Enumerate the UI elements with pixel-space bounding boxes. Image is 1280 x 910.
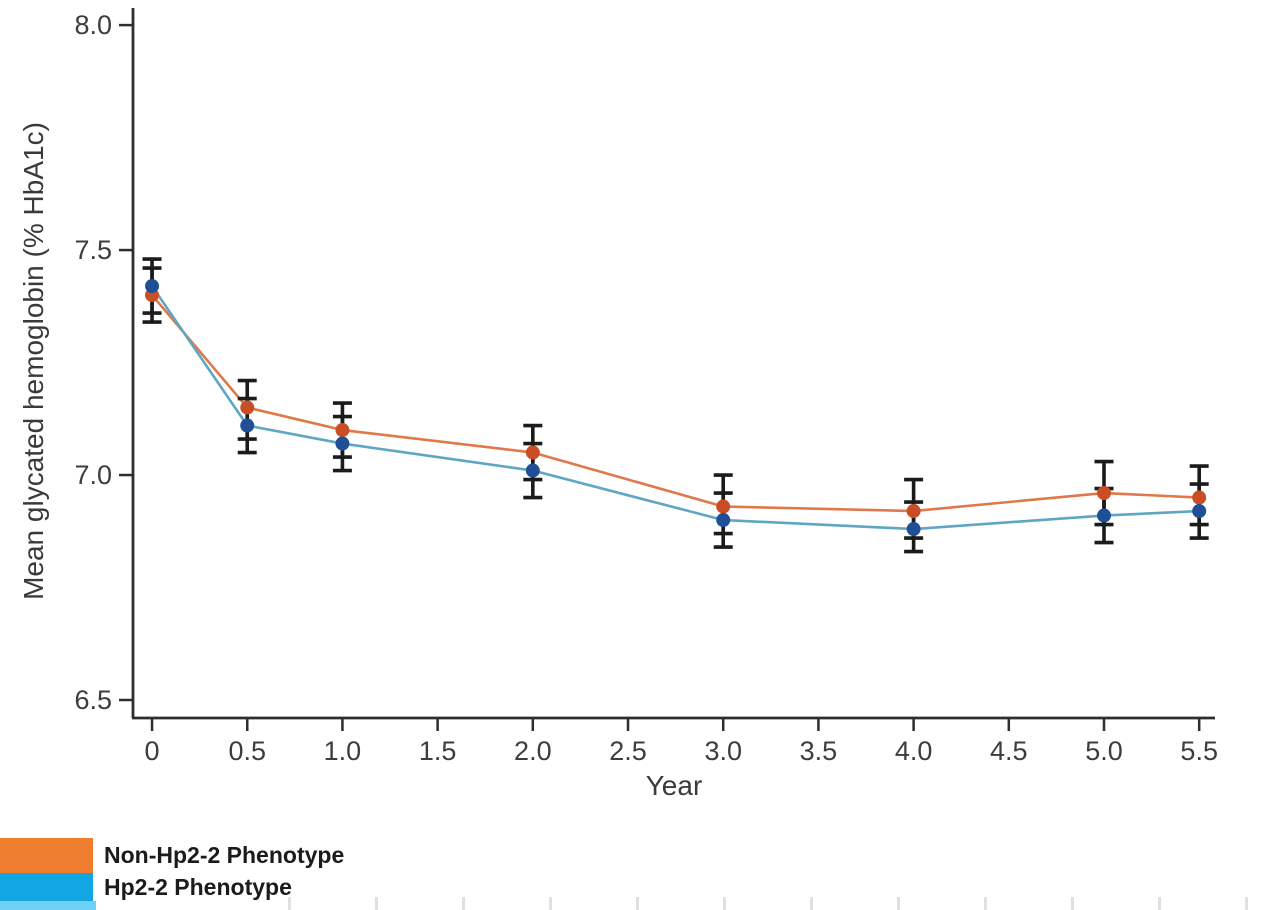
bottom-faint-tick (723, 897, 726, 910)
legend-partial-swatch (0, 901, 96, 910)
chart-plot-area: 8.0 7.5 7.0 6.5 0 0.5 1.0 1.5 2.0 2.5 3.0 3.5 4.0 4.5… (74, 8, 1218, 766)
x-tick-label: 5.5 (1180, 736, 1218, 766)
data-point-marker (1192, 504, 1207, 519)
data-point-marker (145, 279, 160, 294)
y-tick-label: 6.5 (74, 685, 112, 715)
series-line (150, 293, 1201, 513)
legend-item: Non-Hp2-2 Phenotype (0, 838, 344, 873)
x-tick-label: 2.5 (609, 736, 647, 766)
data-point-marker (906, 504, 921, 519)
bottom-faint-tick (984, 897, 987, 910)
data-point-marker (1192, 490, 1207, 505)
bottom-faint-tick (810, 897, 813, 910)
legend-swatch (0, 838, 93, 873)
chart-legend: Non-Hp2-2 Phenotype Hp2-2 Phenotype (0, 838, 344, 901)
data-point-marker (525, 445, 540, 460)
bottom-faint-tick (549, 897, 552, 910)
data-point-marker (1097, 508, 1112, 523)
y-tick-label: 8.0 (74, 10, 112, 40)
bottom-faint-tick (1245, 897, 1248, 910)
x-tick-label: 4.0 (895, 736, 933, 766)
bottom-faint-tick (462, 897, 465, 910)
x-axis-label: Year (645, 770, 703, 801)
legend-swatch (0, 873, 93, 901)
data-point-marker (906, 522, 921, 537)
bottom-faint-tick (288, 897, 291, 910)
bottom-faint-tick (375, 897, 378, 910)
x-tick-label: 2.0 (514, 736, 552, 766)
data-point-marker (1097, 486, 1112, 501)
y-axis-label: Mean glycated hemoglobin (% HbA1c) (18, 122, 49, 600)
legend-label: Hp2-2 Phenotype (104, 873, 292, 900)
y-tick-label: 7.5 (74, 235, 112, 265)
bottom-faint-tick (1158, 897, 1161, 910)
data-point-marker (716, 499, 731, 514)
x-tick-label: 0.5 (228, 736, 266, 766)
legend-item: Hp2-2 Phenotype (0, 873, 344, 901)
data-point-marker (240, 400, 255, 415)
legend-label: Non-Hp2-2 Phenotype (104, 842, 345, 868)
x-tick-label: 0 (145, 736, 160, 766)
bottom-faint-tick (1071, 897, 1074, 910)
x-tick-label: 1.0 (324, 736, 362, 766)
x-tick-label: 3.5 (800, 736, 838, 766)
series-line (150, 284, 1201, 531)
x-tick-label: 3.0 (704, 736, 742, 766)
data-point-marker (335, 423, 350, 438)
y-tick-label: 7.0 (74, 460, 112, 490)
data-point-marker (335, 436, 350, 451)
data-point-marker (716, 513, 731, 528)
bottom-faint-tick (897, 897, 900, 910)
x-tick-label: 5.0 (1085, 736, 1123, 766)
data-point-marker (525, 463, 540, 478)
data-point-marker (240, 418, 255, 433)
bottom-faint-tick (636, 897, 639, 910)
x-tick-label: 1.5 (419, 736, 457, 766)
x-tick-label: 4.5 (990, 736, 1028, 766)
